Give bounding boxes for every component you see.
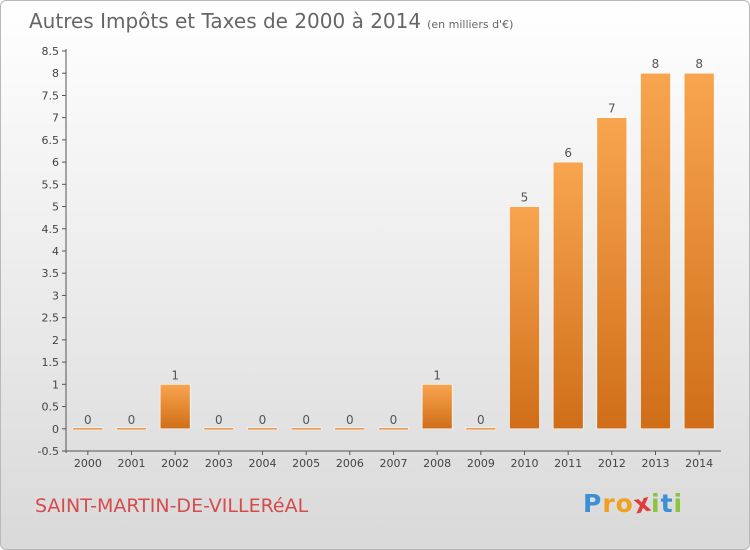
y-tick-label: 3.5: [42, 267, 60, 280]
bar-2004: [247, 427, 278, 431]
bar-2005: [290, 427, 322, 431]
x-tick-label: 2005: [292, 457, 320, 470]
y-tick-label: -0.5: [38, 445, 59, 458]
bar-2001: [116, 427, 147, 431]
y-tick-label: 6: [52, 156, 59, 169]
bar-2002: [159, 384, 191, 430]
chart-subtitle: (en milliers d'€): [427, 18, 514, 31]
x-tick-label: 2003: [205, 457, 233, 470]
x-tick-label: 2001: [118, 457, 146, 470]
brand-letter: i: [651, 489, 661, 518]
data-label-2010: 5: [521, 191, 529, 205]
y-tick-label: 7: [52, 112, 59, 125]
x-tick-label: 2008: [423, 457, 451, 470]
brand-letter: o: [615, 489, 634, 518]
y-tick-label: 4.5: [42, 223, 60, 236]
bar-2007: [378, 427, 409, 431]
data-label-2000: 0: [84, 413, 92, 427]
x-tick-label: 2012: [598, 457, 626, 470]
y-tick-label: 0: [52, 423, 59, 436]
x-tick-label: 2011: [554, 457, 582, 470]
data-label-2001: 0: [128, 413, 136, 427]
x-tick-label: 2002: [161, 457, 189, 470]
bar-2012: [596, 117, 628, 430]
bar-2000: [72, 427, 104, 431]
bar-2014: [683, 72, 715, 430]
data-label-2006: 0: [346, 413, 354, 427]
x-tick-label: 2013: [642, 457, 670, 470]
x-tick-label: 2014: [685, 457, 713, 470]
data-label-2008: 1: [433, 368, 441, 382]
y-tick-label: 2.5: [42, 312, 60, 325]
data-label-2007: 0: [390, 413, 398, 427]
commune-name: SAINT-MARTIN-DE-VILLERéAL: [35, 495, 309, 517]
bar-2009: [465, 427, 497, 431]
bar-2010: [509, 206, 540, 430]
x-tick-label: 2009: [467, 457, 495, 470]
y-tick-label: 6.5: [42, 134, 60, 147]
title-row: Autres Impôts et Taxes de 2000 à 2014 (en…: [29, 9, 513, 33]
bar-2013: [640, 72, 671, 430]
y-tick-label: 8: [52, 67, 59, 80]
y-tick-label: 8.5: [42, 45, 60, 58]
data-label-2002: 1: [171, 368, 179, 382]
bar-2003: [203, 427, 235, 431]
y-axis: -0.5 0 0.5 1 1.5 2 2.5 3 3.5 4 4.5 5 5.5 6 6.5 7 7.5 8 8.5: [38, 45, 67, 458]
x-tick-label: 2004: [249, 457, 277, 470]
x-tick-label: 2007: [380, 457, 408, 470]
bar-2011: [552, 161, 584, 430]
y-tick-label: 4: [52, 245, 59, 258]
y-tick-label: 3: [52, 289, 59, 302]
y-tick-label: 0.5: [42, 401, 60, 414]
data-label-2014: 8: [695, 57, 703, 71]
x-tick-label: 2010: [511, 457, 539, 470]
bars: [72, 72, 715, 431]
brand-letter: t: [660, 489, 674, 518]
data-label-2005: 0: [302, 413, 310, 427]
brand-letter: i: [673, 489, 684, 518]
data-labels: 0 0 1 0 0 0 0 0 1 0 5 6 7 8 8: [84, 57, 703, 427]
data-label-2004: 0: [259, 413, 267, 427]
x-tick-label: 2000: [74, 457, 102, 470]
y-tick-label: 5: [52, 201, 59, 214]
y-tick-label: 5.5: [42, 178, 60, 191]
bar-2006: [334, 427, 366, 431]
x-tick-label: 2006: [336, 457, 364, 470]
data-label-2012: 7: [608, 102, 616, 116]
y-tick-label: 2: [52, 334, 59, 347]
data-label-2013: 8: [652, 57, 660, 71]
data-label-2009: 0: [477, 413, 485, 427]
bar-2008: [421, 384, 453, 430]
data-label-2003: 0: [215, 413, 223, 427]
data-label-2011: 6: [564, 146, 572, 160]
y-tick-label: 1: [52, 378, 59, 391]
y-tick-label: 1.5: [42, 356, 60, 369]
brand-letter: P: [583, 489, 603, 518]
brand-logo: Proxiti: [583, 488, 684, 520]
brand-letter: r: [602, 489, 616, 518]
chart-title: Autres Impôts et Taxes de 2000 à 2014: [29, 9, 422, 33]
y-tick-label: 7.5: [42, 89, 60, 102]
x-axis: 2000 2001 2002 2003 2004 2005 2006 2007 2008 2009…: [66, 450, 721, 470]
